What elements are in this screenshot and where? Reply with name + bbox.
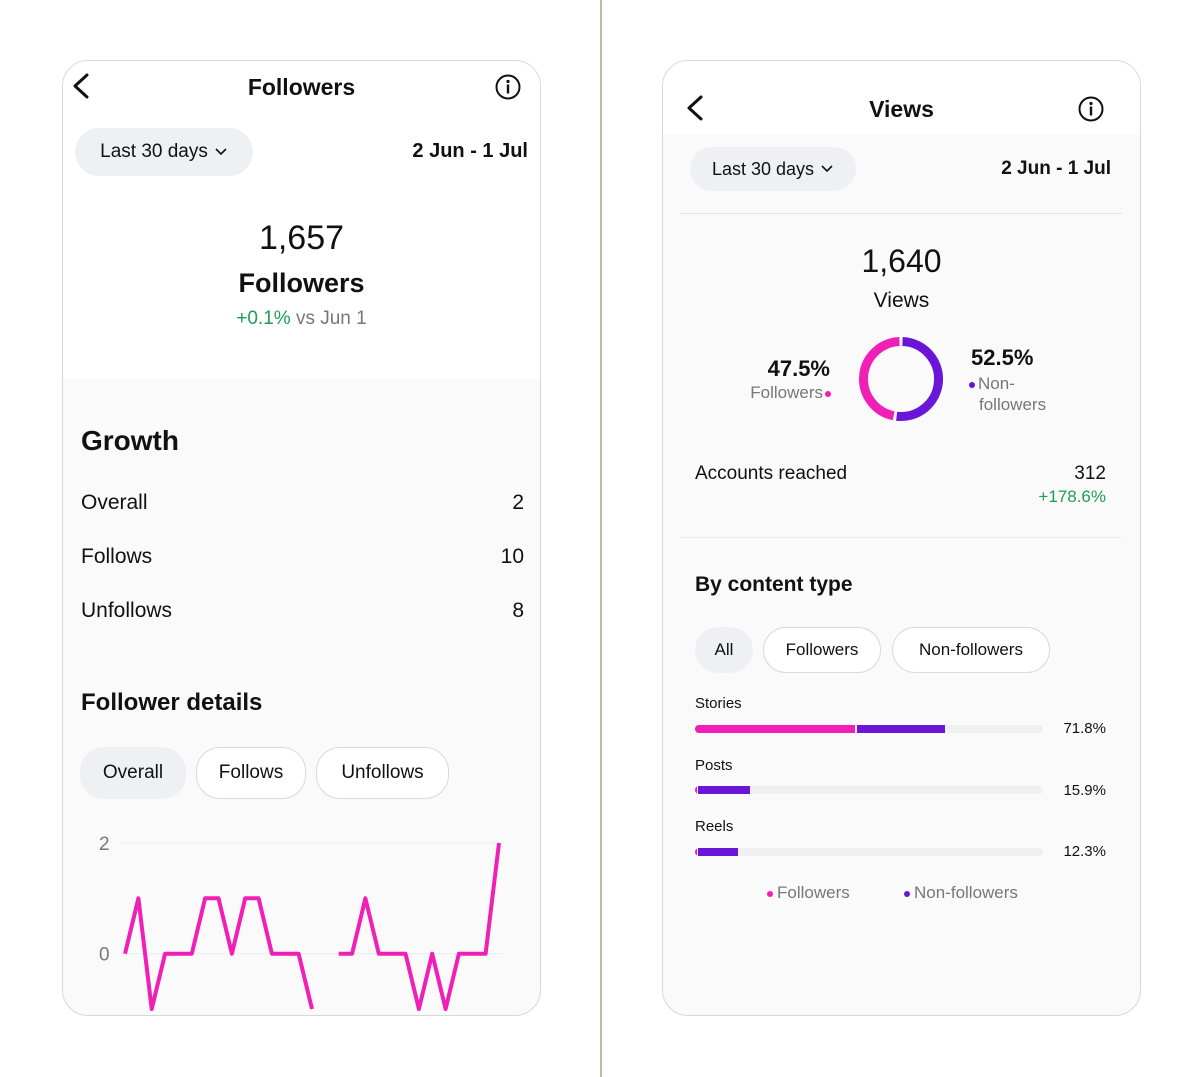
- y-tick-label: 2: [99, 834, 110, 855]
- tab-all[interactable]: All: [695, 627, 753, 673]
- accounts-reached-value: 312: [1074, 463, 1106, 484]
- bar-reels-non-followers: [697, 848, 738, 856]
- growth-row-follows: Follows 10: [81, 545, 524, 569]
- views-screen: Views Last 30 days 2 Jun - 1 Jul 1,640 V…: [662, 60, 1141, 1016]
- y-tick-label: 0: [99, 945, 110, 966]
- change-value: +0.1%: [236, 308, 291, 329]
- legend-dot: [767, 890, 773, 897]
- bar-track-stories: [695, 725, 1043, 733]
- date-range: 2 Jun - 1 Jul: [412, 140, 528, 162]
- row-label: Follows: [81, 545, 153, 568]
- followers-total: 1,657: [258, 219, 345, 257]
- bar-category-label: Posts: [695, 757, 733, 774]
- growth-row-unfollows: Unfollows 8: [81, 599, 524, 623]
- series-line-segment: [338, 842, 501, 1011]
- growth-title: Growth: [81, 425, 179, 456]
- info-icon[interactable]: [495, 74, 521, 100]
- row-value: 8: [512, 599, 524, 622]
- label-text: Non-: [978, 374, 1015, 393]
- chevron-down-icon: [821, 165, 833, 173]
- follower-line-chart: 2 0: [99, 834, 503, 1011]
- bar-total-label: 71.8%: [1063, 720, 1106, 737]
- followers-total-label: Followers: [238, 268, 365, 298]
- row-label: Unfollows: [81, 599, 173, 622]
- views-header: [663, 61, 1140, 135]
- followers-pct-label: Followers: [750, 383, 831, 403]
- non-followers-dot: [969, 381, 975, 388]
- accounts-reached-label: Accounts reached: [695, 463, 848, 484]
- bar-category-label: Reels: [695, 818, 734, 835]
- legend-label: Followers: [777, 883, 850, 902]
- bar-track-posts: [695, 786, 1043, 794]
- follower-details-title: Follower details: [81, 689, 263, 716]
- bar-total-label: 15.9%: [1063, 782, 1106, 799]
- range-selector-label: Last 30 days: [100, 141, 208, 162]
- legend-label: Non-followers: [914, 883, 1018, 902]
- views-total-label: Views: [873, 289, 930, 312]
- date-range: 2 Jun - 1 Jul: [1001, 158, 1111, 179]
- growth-row-overall: Overall 2: [81, 491, 524, 515]
- bar-category-label: Stories: [695, 695, 742, 712]
- donut-slice-non-followers: [896, 337, 943, 421]
- panel-divider: [600, 0, 602, 1077]
- series-line: [123, 842, 501, 1011]
- page-title: Views: [869, 96, 934, 122]
- chevron-left-icon[interactable]: [685, 95, 705, 121]
- tab-unfollows[interactable]: Unfollows: [316, 747, 449, 799]
- chevron-down-icon: [215, 148, 227, 156]
- row-value: 10: [500, 545, 524, 568]
- label-text: Followers: [750, 383, 823, 402]
- chevron-left-icon[interactable]: [71, 73, 91, 99]
- views-donut-chart: [859, 337, 943, 421]
- followers-pct: 47.5%: [767, 356, 830, 381]
- followers-change: +0.1% vs Jun 1: [63, 308, 540, 330]
- series-line-segment: [123, 896, 314, 1011]
- non-followers-pct-label: Non- followers: [969, 373, 1046, 415]
- tab-followers[interactable]: Followers: [763, 627, 881, 673]
- views-total: 1,640: [861, 243, 942, 279]
- legend-followers: Followers: [767, 883, 850, 903]
- header-divider: [679, 213, 1122, 214]
- legend-non-followers: Non-followers: [904, 883, 1018, 903]
- content-type-title: By content type: [695, 573, 853, 596]
- non-followers-pct: 52.5%: [971, 345, 1034, 370]
- bar-posts-followers: [695, 786, 697, 794]
- followers-dot: [825, 390, 831, 397]
- followers-header: [63, 61, 540, 379]
- bar-reels-followers: [695, 848, 697, 856]
- label-text: followers: [979, 395, 1047, 414]
- row-label: Overall: [81, 491, 148, 514]
- donut-slice-followers: [859, 337, 900, 421]
- range-selector[interactable]: Last 30 days: [75, 128, 253, 176]
- change-suffix: vs Jun 1: [295, 308, 367, 329]
- bar-posts-non-followers: [698, 786, 751, 794]
- bar-total-label: 12.3%: [1063, 843, 1106, 860]
- page-title: Followers: [247, 74, 356, 100]
- followers-screen: Followers Last 30 days 2 Jun - 1 Jul 1,6…: [62, 60, 541, 1016]
- range-selector-label: Last 30 days: [711, 158, 815, 179]
- legend-dot: [904, 890, 910, 897]
- bar-stories-followers: [695, 725, 856, 733]
- tab-overall[interactable]: Overall: [80, 747, 186, 799]
- tab-non-followers[interactable]: Non-followers: [892, 627, 1050, 673]
- bar-stories-non-followers: [856, 725, 945, 733]
- info-icon[interactable]: [1078, 96, 1104, 122]
- bar-track-reels: [695, 848, 1043, 856]
- tab-follows[interactable]: Follows: [196, 747, 306, 799]
- section-divider: [679, 537, 1122, 538]
- row-value: 2: [512, 491, 524, 514]
- accounts-reached-change: +178.6%: [1038, 487, 1106, 506]
- range-selector[interactable]: Last 30 days: [690, 147, 856, 191]
